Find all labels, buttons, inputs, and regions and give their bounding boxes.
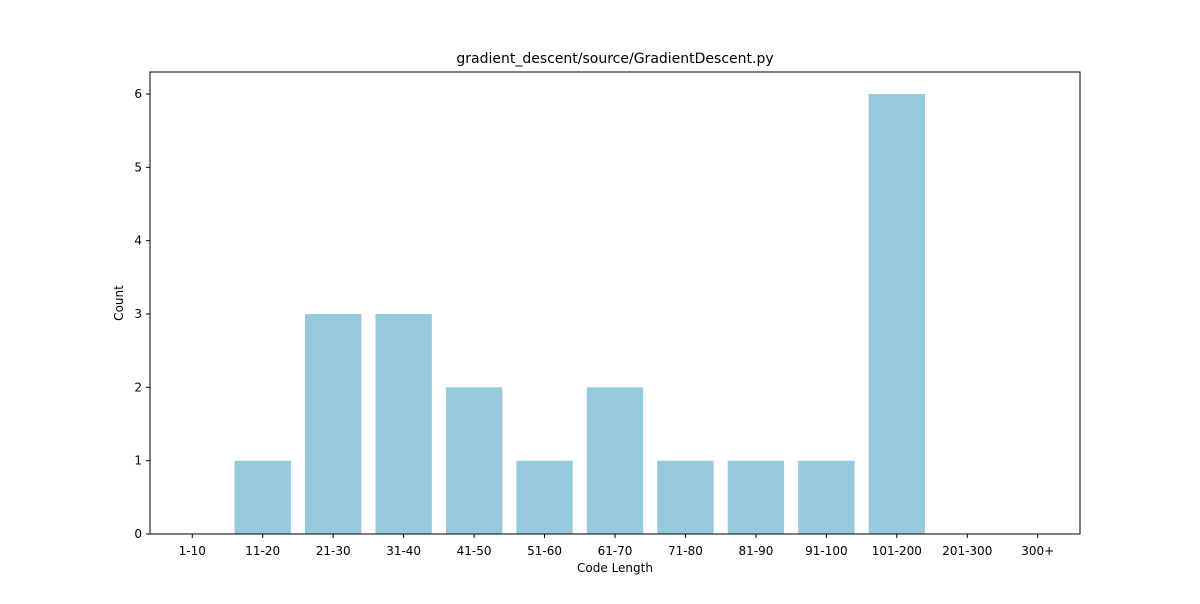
bars-layer xyxy=(234,94,925,534)
bar-101-200 xyxy=(868,94,925,534)
x-tick-label: 300+ xyxy=(1021,544,1054,558)
y-tick-label: 3 xyxy=(134,307,142,321)
x-tick-label: 101-200 xyxy=(872,544,922,558)
x-tick-label: 71-80 xyxy=(668,544,703,558)
x-tick-label: 51-60 xyxy=(527,544,562,558)
y-axis: 0 1 2 3 4 5 6 xyxy=(134,87,150,541)
bar-21-30 xyxy=(305,314,362,534)
x-tick-label: 11-20 xyxy=(245,544,280,558)
bar-11-20 xyxy=(234,460,291,534)
x-tick-label: 41-50 xyxy=(457,544,492,558)
y-axis-label: Count xyxy=(112,285,126,321)
y-tick-label: 5 xyxy=(134,160,142,174)
x-tick-label: 81-90 xyxy=(738,544,773,558)
bar-91-100 xyxy=(798,460,855,534)
x-tick-label: 61-70 xyxy=(598,544,633,558)
x-tick-label: 21-30 xyxy=(316,544,351,558)
y-tick-label: 2 xyxy=(134,380,142,394)
x-tick-label: 201-300 xyxy=(942,544,992,558)
bar-41-50 xyxy=(445,387,503,534)
bar-31-40 xyxy=(375,314,432,534)
bar-81-90 xyxy=(727,460,785,534)
bar-71-80 xyxy=(657,460,714,534)
x-axis: 1-10 11-20 21-30 31-40 41-50 51-60 61-70 71-80 8… xyxy=(179,534,1054,558)
y-tick-label: 4 xyxy=(134,234,142,248)
x-tick-label: 31-40 xyxy=(386,544,421,558)
x-tick-label: 1-10 xyxy=(179,544,206,558)
y-tick-label: 6 xyxy=(134,87,142,101)
y-tick-label: 1 xyxy=(134,454,142,468)
bar-61-70 xyxy=(586,387,644,534)
chart-title: gradient_descent/source/GradientDescent.… xyxy=(456,51,773,67)
x-axis-label: Code Length xyxy=(577,561,653,575)
bar-51-60 xyxy=(516,460,573,534)
x-tick-label: 91-100 xyxy=(805,544,848,558)
y-tick-label: 0 xyxy=(134,527,142,541)
